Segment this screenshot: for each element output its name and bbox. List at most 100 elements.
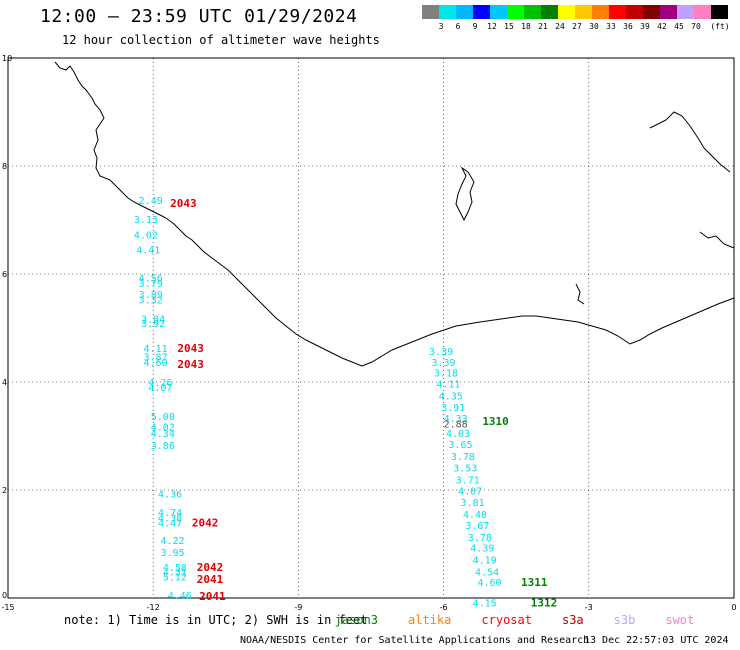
wave-height-value: 3.32 [139, 296, 163, 307]
wave-height-value: 3.91 [441, 403, 465, 414]
wave-height-value: 4.39 [470, 544, 494, 555]
wave-height-value: 4.31 [163, 567, 187, 578]
scale-swatch [541, 5, 558, 19]
lake-volta-shoreline [455, 166, 475, 222]
footer-note: note: 1) Time is in UTC; 2) SWH is in fe… [64, 613, 368, 627]
wave-height-value: 4.74 [158, 508, 182, 519]
scale-label: 30 [589, 22, 599, 31]
lat-tick-label: 6 [2, 270, 7, 279]
wave-height-value: 4.34 [151, 429, 175, 440]
wave-height-value: 5.12 [163, 573, 187, 584]
wave-height-value: 4.11 [144, 344, 168, 355]
legend-swot: swot [665, 613, 695, 627]
lon-tick-label: -6 [440, 603, 448, 612]
scale-swatch [626, 5, 643, 19]
lat-tick-label: 4 [2, 378, 7, 387]
legend-jason3: jason3 [334, 613, 379, 627]
scale-swatch [456, 5, 473, 19]
west-africa-coastline [54, 61, 735, 367]
lat-tick-label: 0 [2, 591, 7, 600]
wave-height-value: 4.03 [446, 429, 470, 440]
scale-label: 24 [555, 22, 565, 31]
coastline [54, 61, 735, 367]
wave-height-value: 3.71 [456, 476, 480, 487]
wave-height-value: 4.33 [444, 414, 468, 425]
scale-label: 3 [438, 22, 444, 31]
scale-swatch [677, 5, 694, 19]
scale-swatch [609, 5, 626, 19]
wave-height-value: 3.89 [139, 290, 163, 301]
wave-height-value: 4.54 [475, 567, 499, 578]
wave-height-value: 4.22 [160, 536, 184, 547]
wave-height-value: 3.53 [453, 464, 477, 475]
wave-height-value: 4.38 [158, 513, 182, 524]
gulf-of-guinea-coast-east [699, 231, 735, 249]
scale-swatch [592, 5, 609, 19]
footer-note-line: note: 1) Time is in UTC; 2) SWH is in fe… [64, 613, 694, 627]
wave-height-value: 3.92 [141, 319, 165, 330]
footer-credit: NOAA/NESDIS Center for Satellite Applica… [240, 635, 590, 646]
map-subtitle: 12 hour collection of altimeter wave hei… [62, 33, 380, 47]
scale-label: 27 [572, 22, 582, 31]
wave-height-value: 4.41 [136, 245, 160, 256]
scale-label: 12 [487, 22, 497, 31]
wave-height-value: 3.84 [141, 315, 165, 326]
wave-height-value: 4.02 [134, 230, 158, 241]
wave-height-value: 5.00 [151, 412, 175, 423]
wave-height-value: 4.47 [158, 519, 182, 530]
wave-height-value: 4.56 [139, 274, 163, 285]
wave-height-value: 4.60 [144, 358, 168, 369]
wave-height-value: 3.86 [151, 441, 175, 452]
jason3-cycle-label: 1312 [531, 597, 558, 610]
scale-label: 33 [606, 22, 616, 31]
wave-height-value: 3.87 [144, 352, 168, 363]
legend-altika: altika [408, 613, 452, 627]
scale-swatch [660, 5, 677, 19]
legend-s3b: s3b [613, 613, 636, 627]
lon-tick-label: -9 [294, 603, 302, 612]
scale-swatch [439, 5, 456, 19]
scale-label: 9 [472, 22, 478, 31]
scale-label: 45 [674, 22, 684, 31]
wave-height-value: 4.07 [458, 486, 482, 497]
jason3-cycle-label: 1311 [521, 576, 548, 589]
wave-height-value: 4.11 [436, 379, 460, 390]
cryosat-cycle-label: 2041 [197, 573, 224, 586]
lon-tick-label: 0 [731, 603, 736, 612]
wave-height-value: 3.18 [434, 369, 458, 380]
cryosat-cycle-label: 2043 [170, 197, 197, 210]
scale-swatch [507, 5, 524, 19]
scale-label: 18 [521, 22, 531, 31]
scale-label: 15 [504, 22, 514, 31]
wave-height-value: 3.65 [448, 440, 472, 451]
wave-height-value: 4.15 [473, 599, 497, 610]
wave-height-value: 3.79 [139, 279, 163, 290]
scale-swatch [711, 5, 728, 19]
lon-tick-label: -3 [585, 603, 593, 612]
wave-height-value: 2.49 [139, 196, 163, 207]
scale-label: 39 [640, 22, 650, 31]
cryosat-cycle-label: 2041 [199, 590, 226, 603]
lat-tick-label: 10 [2, 54, 12, 63]
scale-swatch [490, 5, 507, 19]
legend-cryosat: cryosat [481, 613, 532, 627]
map-frame [7, 57, 735, 599]
footer-timestamp: 13 Dec 22:57:03 UTC 2024 [584, 635, 729, 646]
wave-height-value: 2.88 [444, 419, 468, 430]
wave-height-value: 3.81 [461, 498, 485, 509]
wave-height-value: 3.39 [429, 347, 453, 358]
wave-height-value: 4.35 [439, 391, 463, 402]
cryosat-cycle-label: 2043 [177, 342, 204, 355]
lon-tick-label: -15 [1, 603, 14, 612]
lat-lon-grid: -15 -12 -9 -6 -3 0 0 2 4 6 8 10 [1, 54, 736, 612]
wave-height-value: 3.67 [465, 521, 489, 532]
scale-swatch [558, 5, 575, 19]
wave-height-value: 3.78 [468, 533, 492, 544]
wave-height-value: 4.19 [473, 555, 497, 566]
wave-height-value: 4.58 [163, 563, 187, 574]
cryosat-cycle-label: 2043 [177, 358, 204, 371]
lat-tick-label: 2 [2, 486, 7, 495]
scale-label: 6 [455, 22, 461, 31]
wave-height-value: 4.40 [463, 510, 487, 521]
